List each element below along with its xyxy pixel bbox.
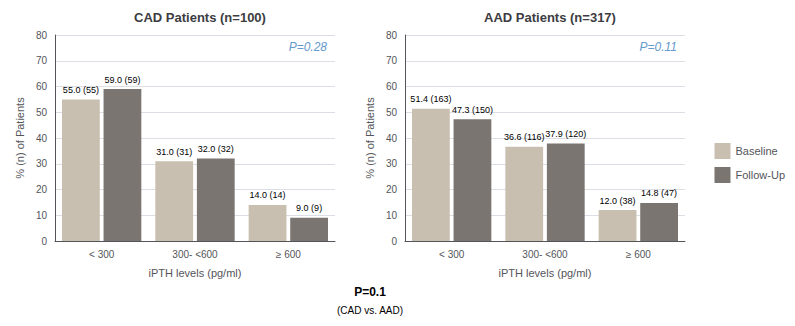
svg-text:Follow-Up: Follow-Up	[735, 169, 785, 181]
svg-text:80: 80	[386, 30, 398, 41]
svg-text:CAD Patients (n=100): CAD Patients (n=100)	[134, 10, 266, 25]
svg-text:60: 60	[36, 81, 48, 92]
svg-text:10: 10	[386, 210, 398, 221]
svg-text:% (n) of Patients: % (n) of Patients	[14, 97, 26, 179]
svg-text:70: 70	[386, 55, 398, 66]
svg-text:iPTH levels (pg/ml): iPTH levels (pg/ml)	[499, 267, 592, 279]
svg-text:P=0.1: P=0.1	[354, 285, 386, 299]
svg-text:12.0 (38): 12.0 (38)	[600, 196, 636, 206]
svg-text:% (n) of Patients: % (n) of Patients	[364, 97, 376, 179]
svg-text:20: 20	[36, 184, 48, 195]
svg-text:59.0 (59): 59.0 (59)	[104, 75, 140, 85]
svg-text:14.8 (47): 14.8 (47)	[641, 188, 677, 198]
svg-text:< 300: < 300	[89, 249, 115, 260]
svg-text:55.0 (55): 55.0 (55)	[63, 85, 99, 95]
svg-text:70: 70	[36, 55, 48, 66]
svg-text:31.0 (31): 31.0 (31)	[156, 147, 192, 157]
svg-text:0: 0	[391, 236, 397, 247]
svg-text:60: 60	[386, 81, 398, 92]
svg-text:20: 20	[386, 184, 398, 195]
svg-text:10: 10	[36, 210, 48, 221]
svg-text:80: 80	[36, 30, 48, 41]
svg-text:40: 40	[36, 133, 48, 144]
svg-text:300- <600: 300- <600	[522, 249, 568, 260]
svg-text:47.3 (150): 47.3 (150)	[452, 105, 493, 115]
svg-text:14.0 (14): 14.0 (14)	[250, 190, 286, 200]
svg-text:Baseline: Baseline	[735, 145, 777, 157]
svg-text:51.4 (163): 51.4 (163)	[410, 94, 451, 104]
svg-text:iPTH levels (pg/ml): iPTH levels (pg/ml)	[149, 267, 242, 279]
svg-text:300- <600: 300- <600	[172, 249, 218, 260]
svg-text:50: 50	[386, 107, 398, 118]
svg-text:AAD Patients (n=317): AAD Patients (n=317)	[484, 10, 616, 25]
svg-text:≥ 600: ≥ 600	[276, 249, 301, 260]
svg-text:40: 40	[386, 133, 398, 144]
svg-text:37.9 (120): 37.9 (120)	[545, 129, 586, 139]
svg-text:36.6 (116): 36.6 (116)	[504, 132, 544, 142]
svg-text:≥ 600: ≥ 600	[626, 249, 651, 260]
svg-text:0: 0	[41, 236, 47, 247]
svg-text:30: 30	[386, 158, 398, 169]
svg-text:30: 30	[36, 158, 48, 169]
svg-text:P=0.11: P=0.11	[640, 40, 677, 54]
svg-text:32.0 (32): 32.0 (32)	[198, 144, 234, 154]
svg-text:(CAD vs. AAD): (CAD vs. AAD)	[337, 305, 403, 316]
svg-text:50: 50	[36, 107, 48, 118]
svg-text:P=0.28: P=0.28	[289, 40, 328, 54]
svg-text:< 300: < 300	[439, 249, 465, 260]
svg-text:9.0 (9): 9.0 (9)	[296, 203, 322, 213]
